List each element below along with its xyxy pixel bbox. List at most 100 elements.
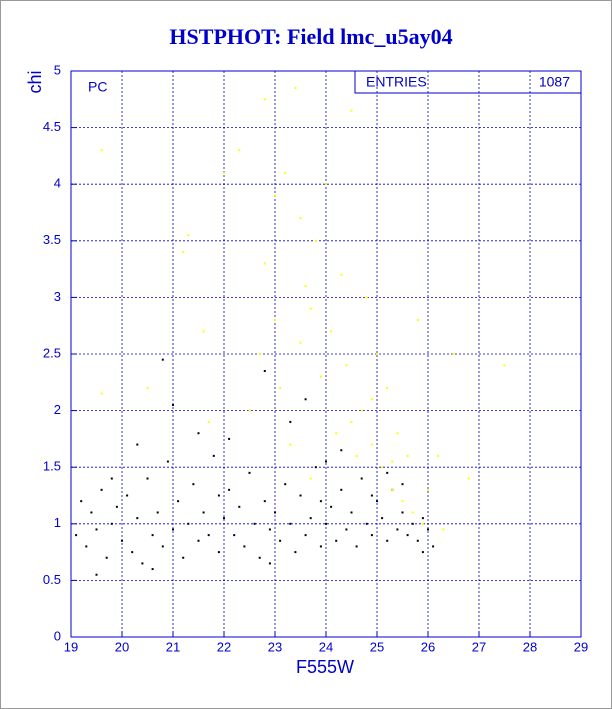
point [330, 330, 333, 333]
point [90, 511, 93, 514]
point [248, 409, 251, 412]
point [110, 477, 113, 480]
stats-value: 1087 [539, 74, 570, 90]
point [258, 556, 261, 559]
point [427, 488, 429, 491]
y-tick-label: 3 [54, 289, 61, 304]
x-tick-label: 27 [472, 639, 486, 654]
point [217, 494, 220, 497]
point [95, 573, 98, 576]
point [238, 149, 241, 152]
point [223, 171, 225, 174]
point [406, 454, 409, 457]
point [360, 477, 363, 480]
point [105, 556, 108, 559]
point [314, 466, 317, 469]
point [284, 483, 287, 486]
x-tick-label: 25 [370, 639, 384, 654]
y-tick-label: 5 [54, 62, 61, 77]
point [172, 403, 174, 406]
point [421, 517, 424, 520]
point [406, 534, 409, 537]
point [146, 386, 149, 389]
point [416, 319, 419, 322]
point [294, 551, 297, 554]
point [197, 432, 200, 435]
point [340, 449, 343, 452]
point [182, 251, 185, 254]
point [85, 545, 88, 548]
point [238, 505, 241, 508]
point [309, 477, 312, 480]
point [172, 528, 174, 531]
point [355, 454, 358, 457]
point [151, 534, 154, 537]
point [279, 386, 282, 389]
point [350, 420, 353, 423]
point [289, 443, 292, 446]
point [197, 539, 200, 542]
point [330, 505, 333, 508]
point [289, 522, 292, 525]
point [299, 494, 302, 497]
point [411, 522, 414, 525]
point [365, 296, 368, 299]
point [279, 539, 282, 542]
point [100, 488, 103, 491]
point [243, 545, 246, 548]
x-tick-label: 23 [268, 639, 282, 654]
point [386, 471, 389, 474]
point [268, 562, 271, 565]
y-tick-label: 4 [54, 176, 61, 191]
point [126, 494, 129, 497]
point [421, 551, 424, 554]
point [401, 511, 404, 514]
point [294, 86, 297, 89]
point [370, 494, 373, 497]
point [161, 545, 164, 548]
x-tick-label: 29 [574, 639, 588, 654]
point [136, 517, 139, 520]
point [75, 534, 78, 537]
point [350, 511, 353, 514]
point [319, 545, 322, 548]
point [370, 534, 373, 537]
point [376, 500, 378, 503]
stats-box [354, 70, 582, 94]
point [212, 454, 215, 457]
point [146, 477, 149, 480]
y-tick-label: 0.5 [43, 572, 61, 587]
point [391, 460, 394, 463]
point [187, 234, 190, 237]
x-tick-label: 24 [319, 639, 333, 654]
y-tick-label: 2 [54, 402, 61, 417]
point [376, 353, 378, 355]
point [325, 183, 327, 186]
point [319, 375, 322, 378]
annotation: PC [88, 79, 107, 95]
point [370, 398, 373, 401]
plot-frame [70, 70, 582, 638]
point [319, 500, 322, 503]
point [110, 522, 113, 525]
point [121, 539, 123, 542]
point [335, 432, 338, 435]
point [386, 539, 389, 542]
point [416, 539, 419, 542]
point [182, 556, 185, 559]
point [100, 392, 103, 395]
point [274, 194, 276, 197]
point [284, 171, 287, 174]
point [268, 528, 271, 531]
point [386, 386, 389, 389]
point [325, 460, 327, 463]
point [401, 500, 404, 503]
point [421, 522, 424, 525]
point [274, 511, 276, 514]
point [427, 528, 429, 531]
point [411, 511, 414, 514]
point [228, 437, 231, 440]
x-tick-label: 19 [64, 639, 78, 654]
point [136, 443, 139, 446]
